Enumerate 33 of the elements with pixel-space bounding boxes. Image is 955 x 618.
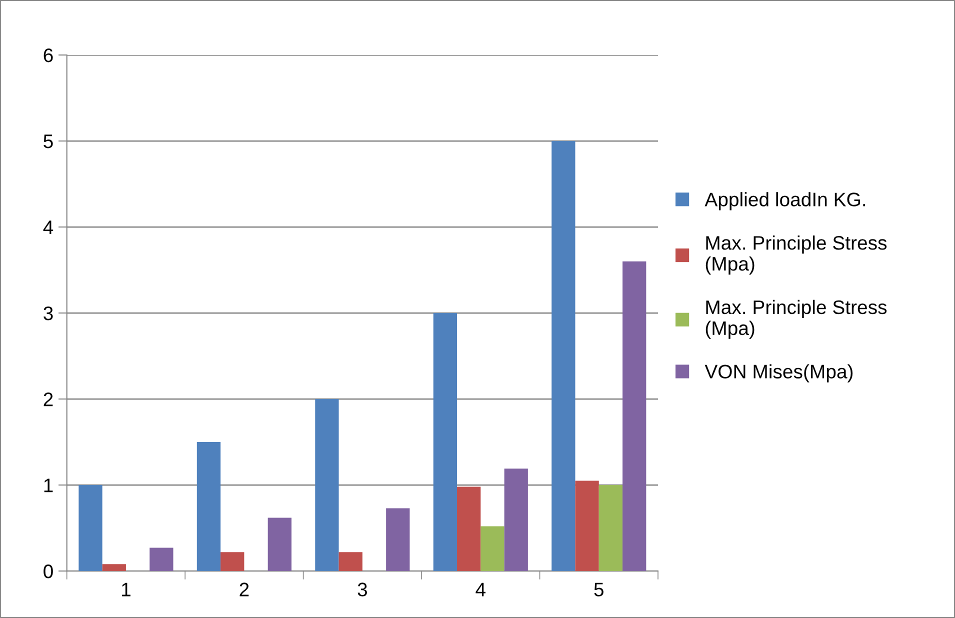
x-tick-label: 5 <box>594 582 604 596</box>
bar <box>338 552 362 572</box>
y-tick-label: 6 <box>44 48 53 62</box>
y-tick-label: 2 <box>44 392 53 406</box>
y-tick-label: 4 <box>43 220 54 234</box>
bar <box>315 399 339 572</box>
bar <box>102 564 126 572</box>
bar <box>433 313 458 572</box>
y-tick-label: 5 <box>44 134 53 148</box>
y-tick-label: 0 <box>44 564 53 578</box>
bar <box>457 486 481 572</box>
x-tick-label: 4 <box>476 582 486 596</box>
bar <box>150 548 174 572</box>
bar <box>622 261 646 572</box>
bar <box>220 552 244 572</box>
legend-label: Applied loadIn KG. <box>704 192 866 210</box>
y-tick-label: 3 <box>44 306 53 320</box>
bar <box>552 141 576 572</box>
bar <box>78 485 102 572</box>
legend-label: Max. Principle Stress (Mpa) <box>706 236 887 275</box>
legend-label: Max. Principle Stress (Mpa) <box>706 300 887 339</box>
bar <box>598 485 623 572</box>
bar <box>268 518 292 572</box>
bar <box>386 508 410 572</box>
y-tick-label: 1 <box>44 478 53 492</box>
x-tick-label: 2 <box>240 582 249 596</box>
legend-label: VON Mises(Mpa) <box>704 364 853 382</box>
x-tick-label: 1 <box>122 582 130 596</box>
bar <box>480 526 504 572</box>
x-tick-label: 3 <box>358 582 367 596</box>
bar <box>504 468 528 572</box>
bar <box>575 480 599 572</box>
bar <box>196 442 221 572</box>
